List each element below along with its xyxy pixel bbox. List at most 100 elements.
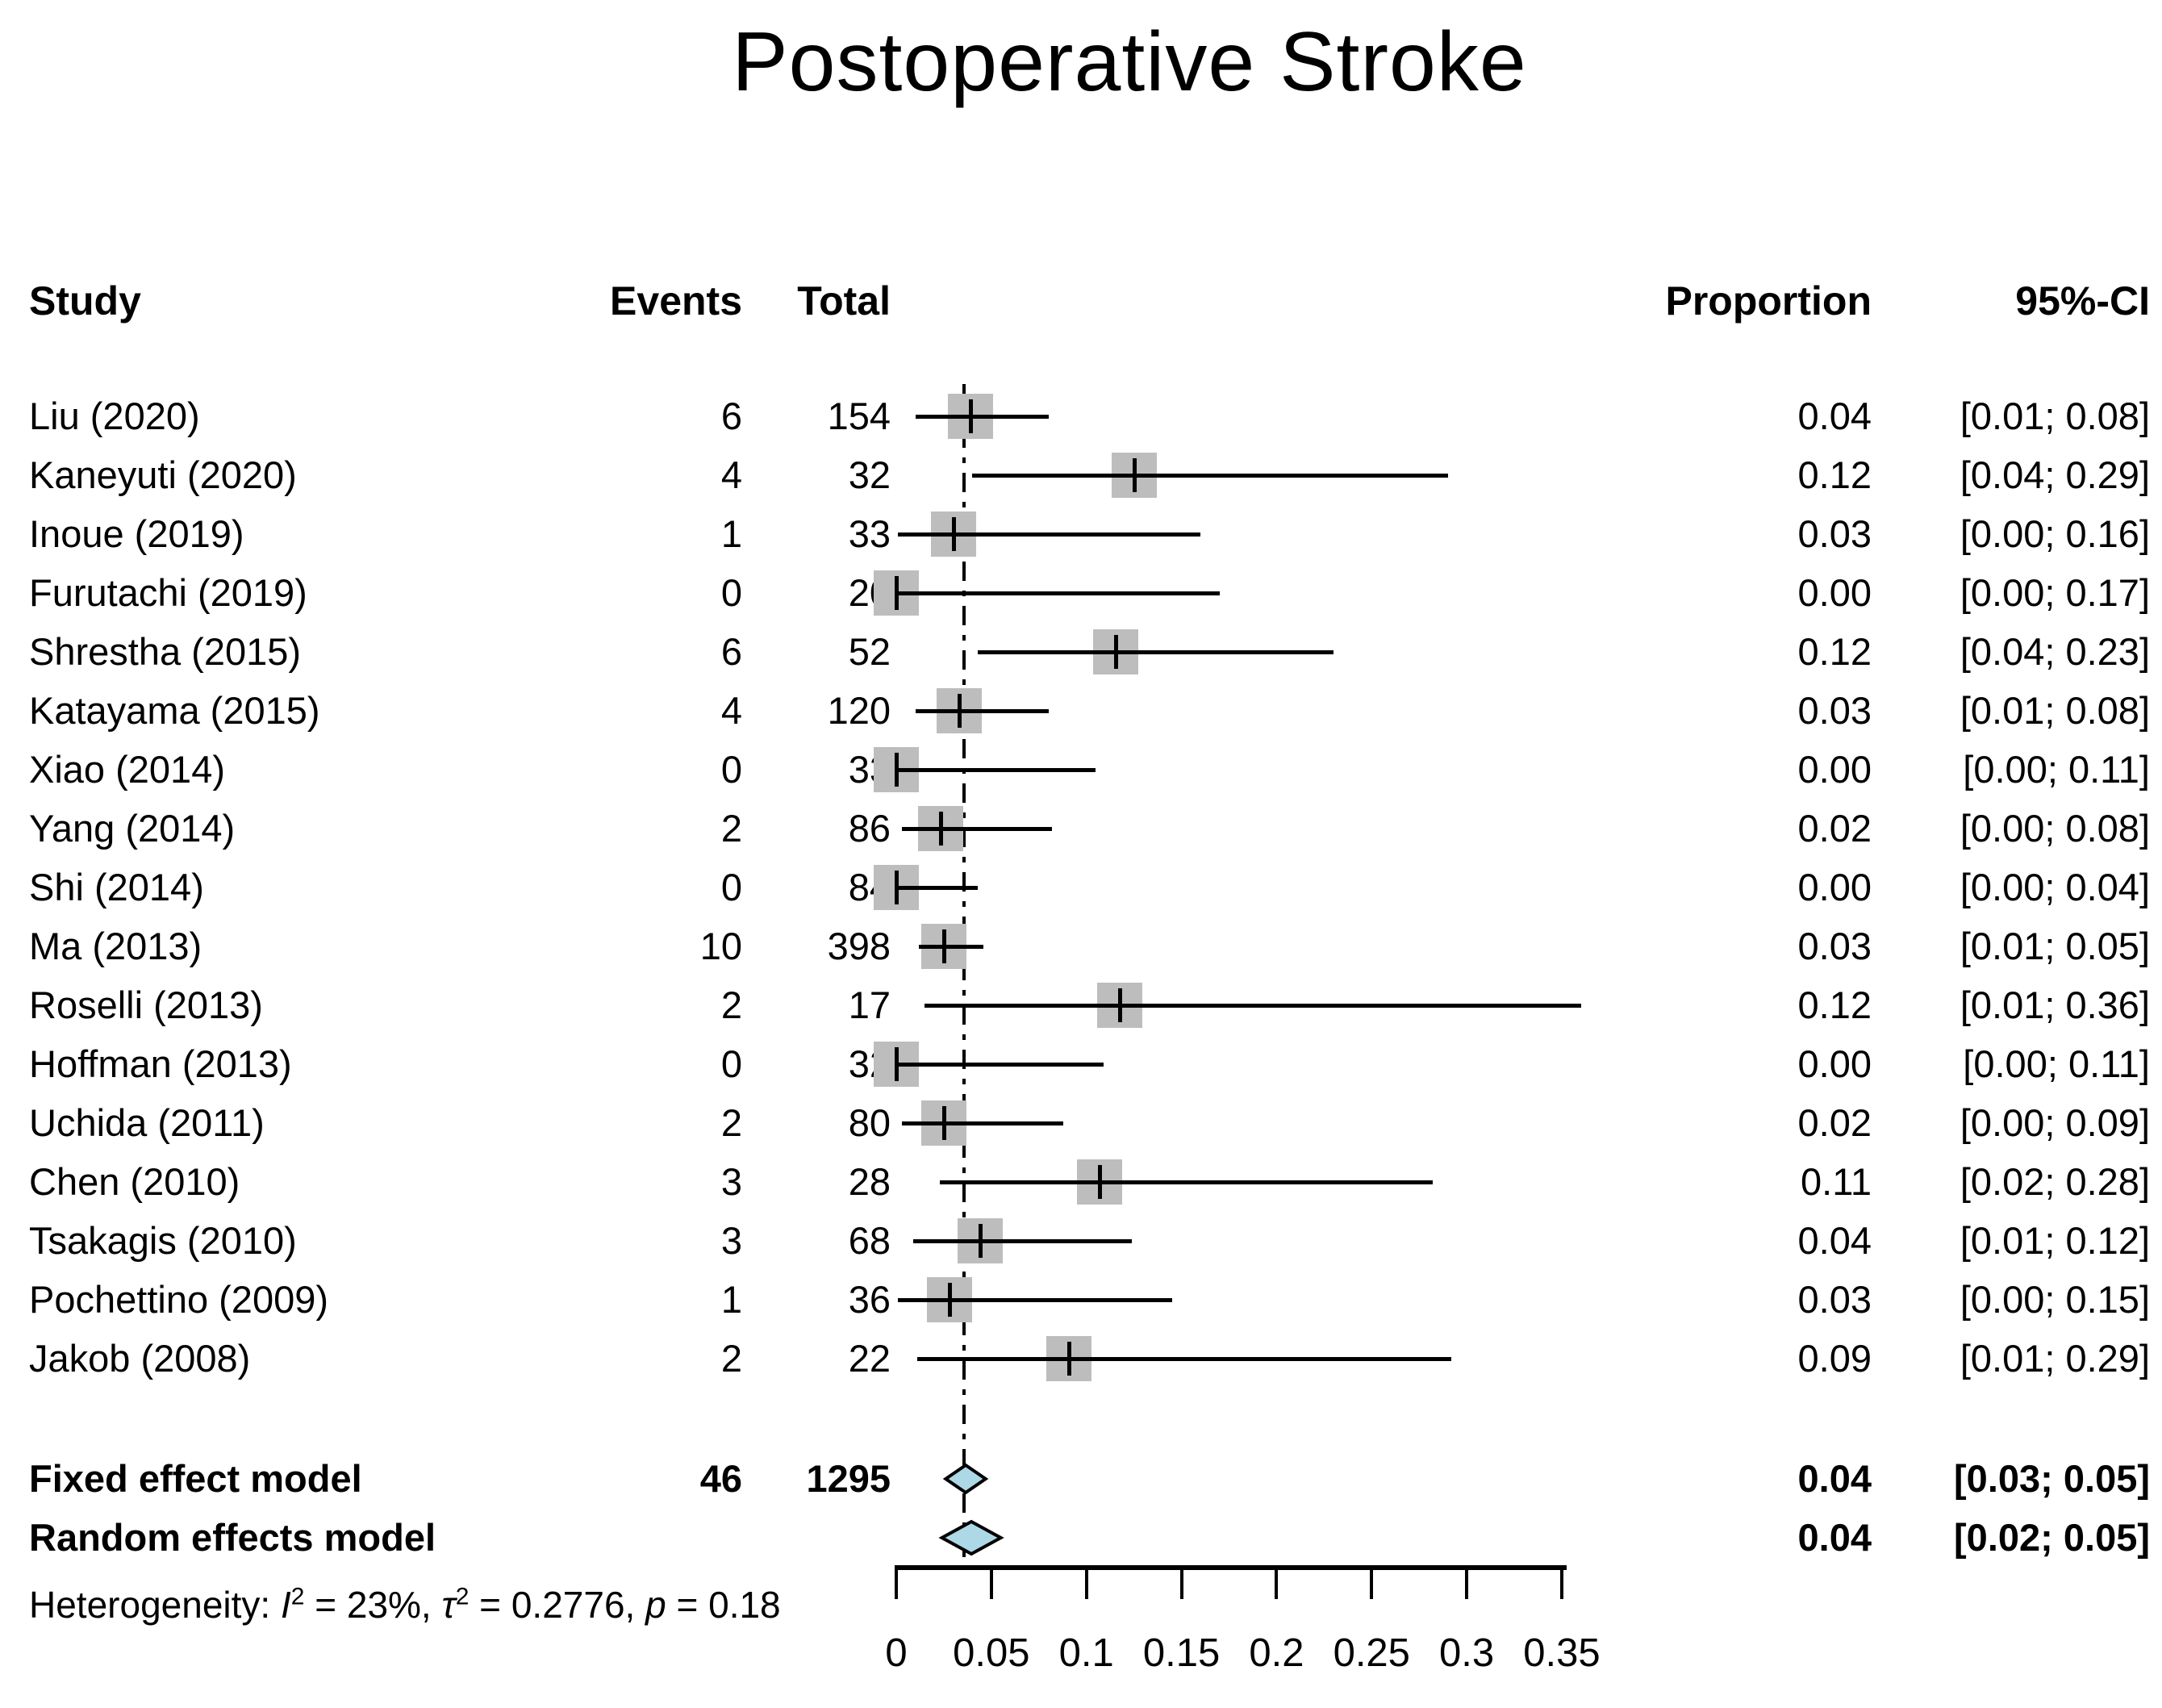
study-row: Jakob (2008) 2 22 0.09 [0.01; 0.29] bbox=[0, 1329, 2162, 1389]
proportion-value: 0.04 bbox=[1797, 1219, 1872, 1262]
study-row: Liu (2020) 6 154 0.04 [0.01; 0.08] bbox=[0, 386, 2162, 446]
ci-value: [0.02; 0.28] bbox=[1960, 1160, 2150, 1203]
x-axis-tick bbox=[1370, 1568, 1374, 1599]
reference-line bbox=[962, 384, 966, 1565]
study-label: Hoffman (2013) bbox=[29, 1042, 292, 1085]
point-estimate-marker bbox=[952, 517, 957, 551]
study-label: Kaneyuti (2020) bbox=[29, 453, 297, 496]
ci-value: [0.00; 0.09] bbox=[1960, 1101, 2150, 1144]
study-label: Jakob (2008) bbox=[29, 1337, 251, 1380]
study-label: Yang (2014) bbox=[29, 807, 236, 850]
study-label: Roselli (2013) bbox=[29, 983, 263, 1026]
confidence-interval-line bbox=[896, 1063, 1104, 1067]
proportion-value: 0.00 bbox=[1797, 1042, 1872, 1085]
proportion-value: 0.12 bbox=[1797, 983, 1872, 1026]
proportion-value: 0.00 bbox=[1797, 748, 1872, 791]
confidence-interval-line bbox=[896, 886, 979, 890]
point-estimate-marker bbox=[1098, 1165, 1103, 1199]
point-estimate-marker bbox=[1067, 1342, 1072, 1376]
summary-ci-value: [0.02; 0.05] bbox=[1954, 1516, 2150, 1559]
summary-label: Fixed effect model bbox=[29, 1457, 362, 1500]
events-value: 2 bbox=[720, 807, 742, 850]
point-estimate-marker bbox=[1113, 635, 1118, 669]
total-value: 17 bbox=[848, 983, 891, 1026]
events-value: 1 bbox=[720, 512, 742, 555]
point-estimate-marker bbox=[947, 1283, 952, 1317]
x-axis-tick bbox=[1465, 1568, 1469, 1599]
ci-value: [0.04; 0.23] bbox=[1960, 630, 2150, 673]
total-value: 68 bbox=[848, 1219, 891, 1262]
study-label: Xiao (2014) bbox=[29, 748, 225, 791]
study-row: Katayama (2015) 4 120 0.03 [0.01; 0.08] bbox=[0, 681, 2162, 741]
events-value: 6 bbox=[720, 395, 742, 437]
study-row: Pochettino (2009) 1 36 0.03 [0.00; 0.15] bbox=[0, 1270, 2162, 1330]
ci-value: [0.04; 0.29] bbox=[1960, 453, 2150, 496]
ci-value: [0.01; 0.36] bbox=[1960, 983, 2150, 1026]
x-axis-line bbox=[895, 1565, 1567, 1570]
study-label: Katayama (2015) bbox=[29, 689, 320, 732]
summary-row: Random effects model 0.04 [0.02; 0.05] bbox=[0, 1508, 2162, 1568]
summary-total-value: 1295 bbox=[806, 1457, 891, 1500]
ci-value: [0.01; 0.12] bbox=[1960, 1219, 2150, 1262]
summary-row: Fixed effect model 46 1295 0.04 [0.03; 0.05] bbox=[0, 1449, 2162, 1509]
ci-value: [0.00; 0.15] bbox=[1960, 1278, 2150, 1321]
ci-value: [0.00; 0.04] bbox=[1960, 866, 2150, 908]
proportion-value: 0.03 bbox=[1797, 1278, 1872, 1321]
x-axis-tick bbox=[1179, 1568, 1183, 1599]
study-row: Hoffman (2013) 0 32 0.00 [0.00; 0.11] bbox=[0, 1034, 2162, 1094]
events-value: 6 bbox=[720, 630, 742, 673]
study-label: Chen (2010) bbox=[29, 1160, 240, 1203]
confidence-interval-line bbox=[898, 532, 1201, 537]
x-axis-tick-label: 0.15 bbox=[1142, 1631, 1221, 1675]
total-value: 86 bbox=[848, 807, 891, 850]
study-label: Tsakagis (2010) bbox=[29, 1219, 297, 1262]
study-row: Ma (2013) 10 398 0.03 [0.01; 0.05] bbox=[0, 917, 2162, 976]
total-value: 33 bbox=[848, 512, 891, 555]
summary-proportion-value: 0.04 bbox=[1797, 1457, 1872, 1500]
ci-value: [0.01; 0.29] bbox=[1960, 1337, 2150, 1380]
x-axis-tick-label: 0.35 bbox=[1523, 1631, 1601, 1675]
heterogeneity-text: Heterogeneity: I2 = 23%, τ2 = 0.2776, p … bbox=[29, 1578, 781, 1631]
point-estimate-marker bbox=[895, 753, 899, 787]
total-value: 32 bbox=[848, 453, 891, 496]
confidence-interval-line bbox=[978, 650, 1334, 654]
point-estimate-marker bbox=[895, 1047, 899, 1081]
study-label: Shi (2014) bbox=[29, 866, 204, 908]
confidence-interval-line bbox=[940, 1180, 1433, 1184]
x-axis-tick bbox=[1275, 1568, 1279, 1599]
chart-title: Postoperative Stroke bbox=[732, 15, 1527, 109]
heterogeneity-text-part: 2 bbox=[455, 1583, 470, 1610]
x-axis-tick-label: 0.3 bbox=[1439, 1631, 1495, 1675]
total-value: 154 bbox=[827, 395, 891, 437]
study-row: Roselli (2013) 2 17 0.12 [0.01; 0.36] bbox=[0, 975, 2162, 1035]
confidence-interval-line bbox=[915, 709, 1049, 713]
total-value: 120 bbox=[827, 689, 891, 732]
proportion-value: 0.02 bbox=[1797, 1101, 1872, 1144]
total-value: 52 bbox=[848, 630, 891, 673]
confidence-interval-line bbox=[896, 591, 1220, 595]
confidence-interval-line bbox=[902, 1121, 1064, 1125]
total-value: 36 bbox=[848, 1278, 891, 1321]
x-axis-tick-label: 0 bbox=[885, 1631, 908, 1675]
study-row: Chen (2010) 3 28 0.11 [0.02; 0.28] bbox=[0, 1152, 2162, 1212]
summary-ci-value: [0.03; 0.05] bbox=[1954, 1457, 2150, 1500]
header-ci: 95%-CI bbox=[2015, 278, 2150, 324]
confidence-interval-line bbox=[972, 474, 1448, 478]
x-axis-tick bbox=[1084, 1568, 1088, 1599]
events-value: 2 bbox=[720, 983, 742, 1026]
point-estimate-marker bbox=[1118, 988, 1123, 1022]
x-axis-tick bbox=[1559, 1568, 1563, 1599]
proportion-value: 0.03 bbox=[1797, 689, 1872, 732]
events-value: 0 bbox=[720, 866, 742, 908]
x-axis-tick-label: 0.1 bbox=[1058, 1631, 1114, 1675]
header-events: Events bbox=[610, 278, 742, 324]
confidence-interval-line bbox=[915, 415, 1049, 419]
confidence-interval-line bbox=[916, 1357, 1452, 1361]
summary-proportion-value: 0.04 bbox=[1797, 1516, 1872, 1559]
study-label: Shrestha (2015) bbox=[29, 630, 302, 673]
events-value: 0 bbox=[720, 571, 742, 614]
proportion-value: 0.12 bbox=[1797, 630, 1872, 673]
events-value: 1 bbox=[720, 1278, 742, 1321]
x-axis-tick bbox=[989, 1568, 993, 1599]
